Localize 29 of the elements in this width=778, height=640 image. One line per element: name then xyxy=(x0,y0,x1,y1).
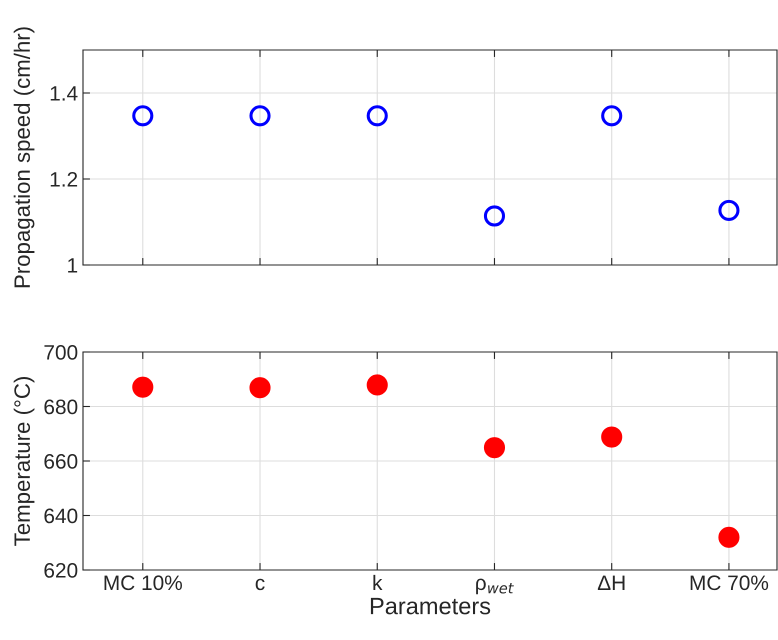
y-axis-title: Temperature (°C) xyxy=(14,377,34,546)
x-tick-label: ρ$_{wet}$ xyxy=(476,578,514,594)
point xyxy=(249,105,271,126)
x-axis-title: Parameters xyxy=(370,598,490,614)
y-tick-label: 640 xyxy=(44,508,78,524)
point xyxy=(601,426,622,448)
y-tick-label: 1.2 xyxy=(50,172,78,187)
point xyxy=(484,205,506,227)
point xyxy=(484,437,506,458)
y-tick-label: 700 xyxy=(44,345,78,360)
point xyxy=(132,105,154,126)
y-axis-title: Propagation speed (cm/hr) xyxy=(14,27,34,288)
point xyxy=(132,376,154,398)
y-tick-label: 620 xyxy=(44,563,78,578)
y-tick-label: 680 xyxy=(44,400,78,414)
point xyxy=(718,200,740,221)
point xyxy=(718,526,740,548)
x-tick-label: MC 70% xyxy=(690,575,768,590)
point xyxy=(601,105,622,126)
y-tick-label: 660 xyxy=(44,454,78,469)
point xyxy=(366,374,388,396)
point xyxy=(366,105,388,126)
x-tick-label: c xyxy=(256,578,265,590)
y-tick-label: 1 xyxy=(68,258,78,273)
x-tick-label: MC 10% xyxy=(104,575,182,590)
x-tick-label: ΔH xyxy=(598,576,624,590)
point xyxy=(249,377,271,398)
x-tick-label: k xyxy=(373,574,382,590)
y-tick-label: 1.4 xyxy=(50,86,78,101)
